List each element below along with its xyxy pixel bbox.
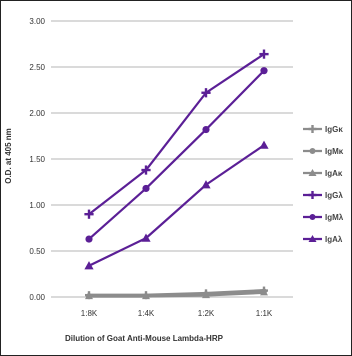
x-tick-label: 1:4K: [138, 309, 155, 318]
legend-label: IgAκ: [325, 169, 343, 178]
legend-item: IgGκ: [303, 125, 343, 134]
series-lines: [84, 49, 269, 300]
series-line: [88, 69, 265, 240]
legend-item: IgGλ: [303, 191, 343, 200]
legend-label: IgMλ: [325, 213, 344, 222]
data-point: [259, 140, 269, 149]
data-point: [259, 49, 269, 59]
data-point: [142, 292, 150, 300]
y-tick-label: 2.50: [29, 63, 45, 72]
series-4: [84, 49, 269, 219]
data-point: [201, 88, 211, 98]
data-point: [141, 233, 151, 242]
y-tick-label: 0.50: [29, 247, 45, 256]
series-6: [84, 140, 269, 270]
data-point: [260, 288, 268, 296]
series-line: [88, 53, 265, 216]
y-tick-label: 0.00: [29, 293, 45, 302]
data-point: [141, 165, 151, 175]
series-5: [85, 67, 268, 243]
x-tick-label: 1:2K: [198, 309, 215, 318]
data-point: [308, 125, 317, 133]
y-tick-label: 2.00: [29, 109, 45, 118]
series-line: [89, 290, 265, 298]
x-tick-labels: 1:8K 1:4K 1:2K 1:1K: [81, 309, 273, 318]
data-point: [308, 191, 317, 199]
data-point: [308, 169, 317, 176]
legend-label: IgAλ: [325, 235, 343, 244]
series-3: [85, 288, 268, 300]
data-point: [260, 67, 268, 75]
y-axis-title: O.D. at 405 nm: [4, 128, 13, 184]
data-point: [85, 235, 93, 243]
legend-item: IgAλ: [303, 235, 343, 244]
data-point: [202, 291, 210, 299]
data-point: [85, 292, 93, 300]
x-tick-label: 1:1K: [256, 309, 273, 318]
series-line: [88, 144, 265, 267]
data-point: [84, 261, 94, 270]
legend-label: IgMκ: [325, 147, 344, 156]
legend: IgGκ IgMκ IgAκ IgGλ IgMλ IgAλ: [303, 125, 344, 244]
legend-item: IgMλ: [303, 213, 344, 222]
y-tick-label: 1.50: [29, 155, 45, 164]
y-tick-label: 1.00: [29, 201, 45, 210]
data-point: [84, 209, 94, 219]
y-tick-label: 3.00: [29, 17, 45, 26]
data-point: [202, 125, 210, 134]
legend-label: IgGκ: [325, 125, 343, 134]
data-point: [309, 148, 316, 154]
legend-label: IgGλ: [325, 191, 343, 200]
data-point: [308, 235, 317, 242]
x-axis-title: Dilution of Goat Anti-Mouse Lambda-HRP: [65, 334, 224, 343]
data-point: [309, 214, 316, 220]
legend-item: IgMκ: [303, 147, 344, 156]
grid-lines: [51, 20, 293, 298]
x-tick-label: 1:8K: [81, 309, 98, 318]
y-tick-labels: 0.00 0.50 1.00 1.50 2.00 2.50 3.00: [29, 17, 45, 302]
data-point: [142, 184, 150, 193]
data-point: [201, 180, 211, 189]
legend-item: IgAκ: [303, 169, 343, 178]
